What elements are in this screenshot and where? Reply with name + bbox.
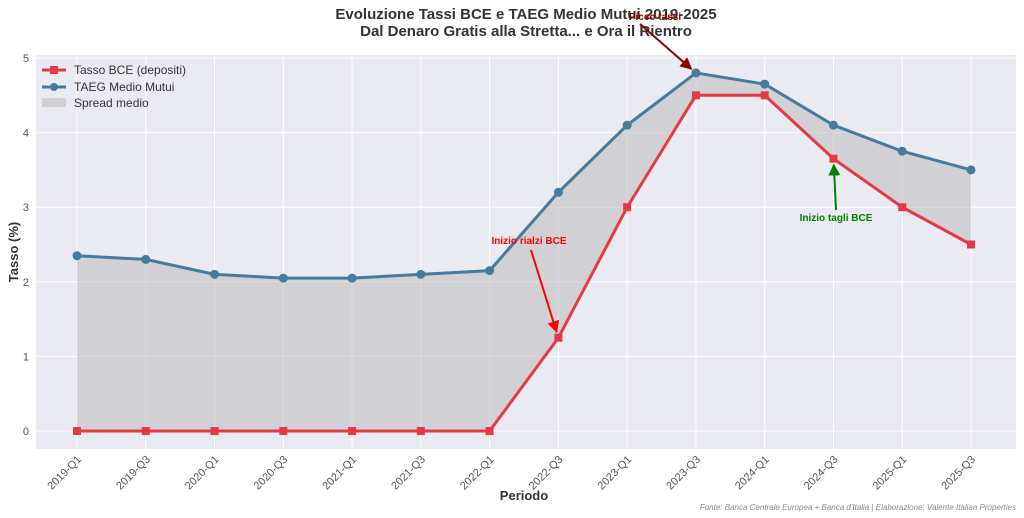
x-tick-label: 2024-Q1 <box>733 454 772 493</box>
source-note: Fonte: Banca Centrale Europea + Banca d'… <box>700 503 1016 512</box>
x-tick-label: 2021-Q1 <box>320 454 359 493</box>
square-marker-icon <box>279 427 288 435</box>
circle-marker-icon <box>828 120 838 130</box>
square-marker-icon <box>760 91 769 100</box>
square-marker-icon <box>898 203 907 212</box>
x-tick-label: 2024-Q3 <box>802 454 841 493</box>
chart-title: Evoluzione Tassi BCE e TAEG Medio Mutui … <box>335 6 716 23</box>
annotation-label: Inizio tagli BCE <box>800 213 873 224</box>
circle-marker-icon <box>347 273 357 283</box>
square-marker-icon <box>416 427 425 435</box>
line-taeg <box>76 71 972 280</box>
circle-marker-icon <box>485 266 495 276</box>
annotation-label: Picco tassi <box>629 12 681 23</box>
square-marker-icon <box>829 154 838 163</box>
square-marker-icon <box>50 66 58 74</box>
x-tick-label: 2022-Q1 <box>458 454 497 493</box>
x-tick-label: 2021-Q3 <box>389 454 428 493</box>
data-markers <box>72 68 976 435</box>
circle-marker-icon <box>691 68 701 78</box>
y-tick-label: 3 <box>23 202 29 214</box>
y-tick-label: 4 <box>23 128 29 140</box>
line-bce <box>77 93 972 433</box>
x-tick-label: 2025-Q1 <box>871 454 910 493</box>
annotation-arrow <box>828 163 841 211</box>
square-marker-icon <box>141 427 150 435</box>
x-tick-label: 2020-Q3 <box>252 454 291 493</box>
square-marker-icon <box>348 427 357 435</box>
legend: Tasso BCE (depositi) TAEG Medio Mutui Sp… <box>42 63 186 110</box>
circle-marker-icon <box>553 187 563 197</box>
x-axis-label: Periodo <box>500 488 548 503</box>
circle-marker-icon <box>141 254 151 264</box>
x-tick-label: 2023-Q3 <box>664 454 703 493</box>
annotation-arrow <box>639 23 693 70</box>
square-marker-icon <box>967 240 976 249</box>
square-marker-icon <box>73 427 81 435</box>
legend-bce-label: Tasso BCE (depositi) <box>74 63 186 77</box>
legend-spread-swatch <box>42 98 66 107</box>
x-tick-label: 2019-Q1 <box>45 454 84 493</box>
x-tick-label: 2025-Q3 <box>939 454 978 493</box>
y-tick-label: 1 <box>23 351 29 363</box>
square-marker-icon <box>485 427 494 435</box>
chart-subtitle: Dal Denaro Gratis alla Stretta... e Ora … <box>360 23 692 40</box>
x-axis-ticks: 2019-Q1 2019-Q3 2020-Q1 2020-Q3 2021-Q1 2021-… <box>45 454 978 493</box>
circle-marker-icon <box>897 146 907 156</box>
square-marker-icon <box>623 203 632 212</box>
x-tick-label: 2019-Q3 <box>114 454 153 493</box>
circle-marker-icon <box>72 251 82 261</box>
square-marker-icon <box>691 91 700 100</box>
y-axis-ticks: 0 1 2 3 4 5 <box>23 53 29 438</box>
y-tick-label: 0 <box>23 426 29 438</box>
annotation-arrow <box>530 249 560 334</box>
circle-marker-icon <box>50 83 58 91</box>
x-tick-label: 2023-Q1 <box>596 454 635 493</box>
square-marker-icon <box>554 333 563 342</box>
circle-marker-icon <box>416 269 426 279</box>
circle-marker-icon <box>210 269 220 279</box>
y-tick-label: 5 <box>23 53 29 65</box>
circle-marker-icon <box>622 120 632 130</box>
x-tick-label: 2022-Q3 <box>527 454 566 493</box>
y-tick-label: 2 <box>23 277 29 289</box>
x-tick-label: 2020-Q1 <box>183 454 222 493</box>
legend-spread-label: Spread medio <box>74 96 149 110</box>
circle-marker-icon <box>278 273 288 283</box>
y-axis-label: Tasso (%) <box>6 222 21 282</box>
circle-marker-icon <box>966 165 976 175</box>
spread-area <box>77 72 972 432</box>
legend-taeg-label: TAEG Medio Mutui <box>74 80 174 94</box>
annotation-label: Inizio rialzi BCE <box>491 236 566 247</box>
square-marker-icon <box>210 427 219 435</box>
circle-marker-icon <box>760 79 770 89</box>
annotations: Picco tassi Inizio rialzi BCE Inizio tagli… <box>491 12 873 334</box>
